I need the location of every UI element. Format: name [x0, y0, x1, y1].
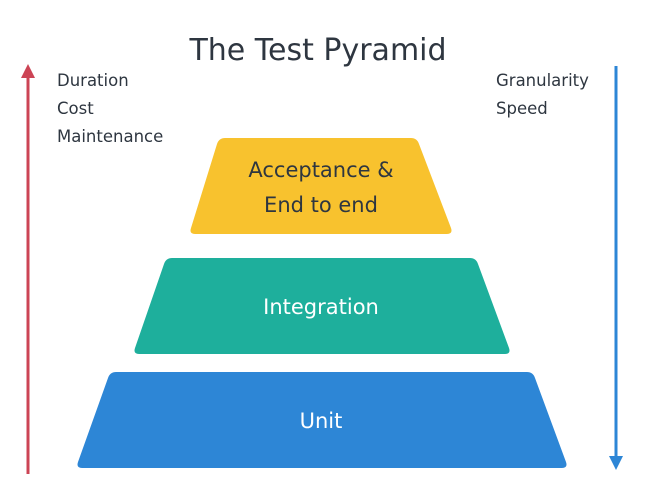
left-up-arrow [21, 64, 35, 474]
right-label-speed: Speed [496, 99, 548, 118]
right-down-arrow [609, 66, 623, 470]
tier-integration-shape [134, 258, 510, 354]
left-label-maintenance: Maintenance [57, 127, 163, 146]
left-label-duration: Duration [57, 71, 129, 90]
tier-integration: Integration [134, 258, 510, 354]
tier-acceptance-label-line-1: Acceptance & [248, 158, 393, 182]
tier-acceptance-end-to-end: Acceptance & End to end [190, 138, 452, 234]
tier-integration-label: Integration [263, 295, 379, 319]
tier-unit-label: Unit [300, 409, 343, 433]
tier-acceptance-label-line-2: End to end [264, 193, 378, 217]
tier-unit-shape [77, 372, 567, 468]
diagram-title: The Test Pyramid [188, 33, 446, 68]
tier-unit: Unit [77, 372, 567, 468]
tier-acceptance-shape [190, 138, 452, 234]
right-label-granularity: Granularity [496, 71, 589, 90]
left-label-cost: Cost [57, 99, 94, 118]
